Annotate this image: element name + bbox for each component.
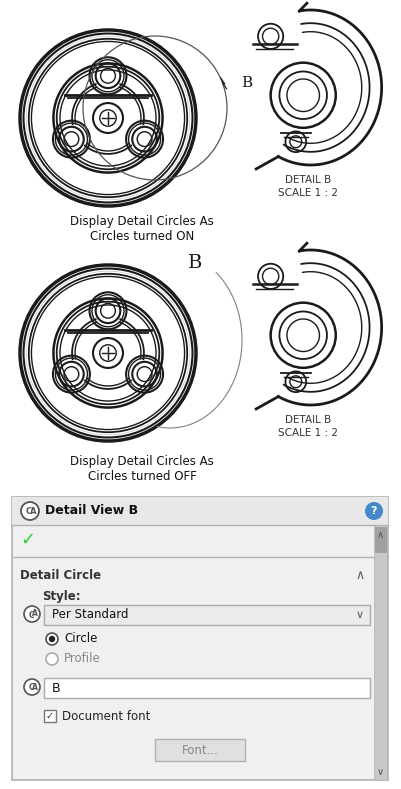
Text: Profile: Profile xyxy=(64,653,101,665)
Bar xyxy=(12,497,387,780)
Text: A: A xyxy=(30,507,36,515)
Circle shape xyxy=(21,502,39,520)
Text: Detail Circle: Detail Circle xyxy=(20,569,101,582)
Bar xyxy=(374,527,385,552)
Text: Style:: Style: xyxy=(42,590,81,603)
Text: B: B xyxy=(241,76,251,90)
Bar xyxy=(44,678,369,698)
Text: C: C xyxy=(26,507,32,517)
Circle shape xyxy=(364,502,382,520)
Circle shape xyxy=(24,679,40,695)
Text: ∨: ∨ xyxy=(375,767,383,777)
Text: A: A xyxy=(32,609,38,619)
Text: DETAIL B
SCALE 1 : 2: DETAIL B SCALE 1 : 2 xyxy=(277,175,337,198)
Circle shape xyxy=(49,636,55,642)
Text: Font...: Font... xyxy=(181,743,218,757)
Circle shape xyxy=(46,633,58,645)
Bar xyxy=(44,605,369,625)
Text: Per Standard: Per Standard xyxy=(52,608,128,622)
Text: Circle: Circle xyxy=(64,633,97,645)
Bar xyxy=(373,525,386,780)
Text: ∧: ∧ xyxy=(375,530,383,540)
Text: DETAIL B
SCALE 1 : 2: DETAIL B SCALE 1 : 2 xyxy=(277,415,337,438)
Text: B: B xyxy=(187,254,202,272)
Text: Document font: Document font xyxy=(62,709,150,723)
Bar xyxy=(44,710,56,722)
Text: Detail View B: Detail View B xyxy=(45,504,138,518)
Text: ∨: ∨ xyxy=(355,610,363,620)
Text: Display Detail Circles As
Circles turned ON: Display Detail Circles As Circles turned… xyxy=(70,215,213,243)
Text: A: A xyxy=(32,682,38,691)
Bar xyxy=(155,739,244,761)
Bar xyxy=(12,497,387,525)
Text: ?: ? xyxy=(370,506,376,516)
Circle shape xyxy=(46,653,58,665)
Text: ∧: ∧ xyxy=(354,569,364,582)
Text: C: C xyxy=(28,683,34,693)
Text: ✓: ✓ xyxy=(46,711,54,721)
Text: ✓: ✓ xyxy=(20,531,35,549)
Circle shape xyxy=(24,606,40,622)
Text: B: B xyxy=(52,682,61,694)
Text: Display Detail Circles As
Circles turned OFF: Display Detail Circles As Circles turned… xyxy=(70,455,213,483)
Text: C: C xyxy=(28,611,34,619)
